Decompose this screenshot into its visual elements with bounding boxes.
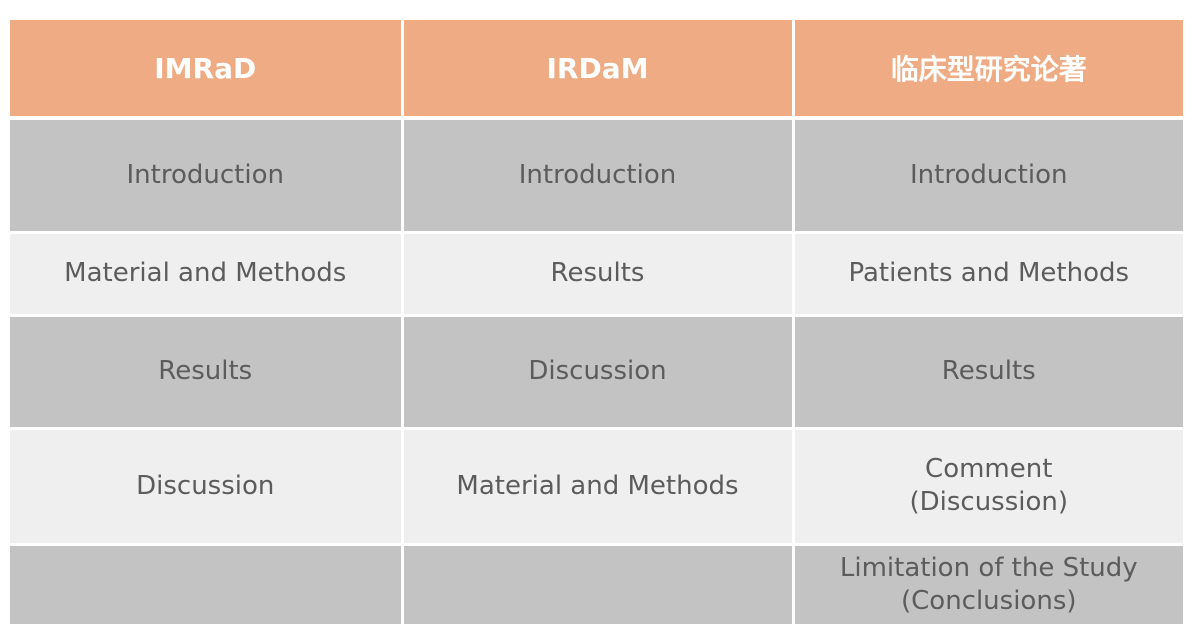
cell-imrad: Material and Methods xyxy=(10,232,404,317)
cell-clinical: Introduction xyxy=(791,118,1183,234)
cell-irdam: Discussion xyxy=(400,315,795,430)
cell-clinical-line2: (Conclusions) xyxy=(900,585,1077,616)
cell-clinical: Comment (Discussion) xyxy=(791,428,1183,546)
cell-clinical-line2: (Discussion) xyxy=(909,487,1069,517)
cell-irdam: Introduction xyxy=(400,118,795,234)
table-row: Material and Methods Results Patients an… xyxy=(10,232,1183,317)
cell-clinical: Results xyxy=(791,315,1183,430)
table-header-row: IMRaD IRDaM 临床型研究论著 xyxy=(10,20,1183,120)
table-row: Introduction Introduction Introduction xyxy=(10,118,1183,234)
cell-clinical-line1: Comment xyxy=(925,454,1053,484)
cell-irdam: Results xyxy=(400,232,795,317)
header-clinical-paper: 临床型研究论著 xyxy=(791,20,1183,120)
cell-irdam xyxy=(400,544,795,624)
cell-clinical-line1: Limitation of the Study xyxy=(839,552,1138,583)
table-row: Limitation of the Study (Conclusions) xyxy=(10,544,1183,624)
cell-imrad: Introduction xyxy=(10,118,404,234)
table-row: Discussion Material and Methods Comment … xyxy=(10,428,1183,546)
cell-imrad: Discussion xyxy=(10,428,404,546)
header-irdam: IRDaM xyxy=(400,20,795,120)
cell-clinical: Patients and Methods xyxy=(791,232,1183,317)
table-row: Results Discussion Results xyxy=(10,315,1183,430)
cell-irdam: Material and Methods xyxy=(400,428,795,546)
cell-imrad xyxy=(10,544,404,624)
header-imrad: IMRaD xyxy=(10,20,404,120)
cell-clinical: Limitation of the Study (Conclusions) xyxy=(791,544,1183,624)
paper-structure-comparison-table: IMRaD IRDaM 临床型研究论著 Introduction Introdu… xyxy=(10,20,1183,624)
cell-imrad: Results xyxy=(10,315,404,430)
comparison-table-container: IMRaD IRDaM 临床型研究论著 Introduction Introdu… xyxy=(10,20,1183,624)
